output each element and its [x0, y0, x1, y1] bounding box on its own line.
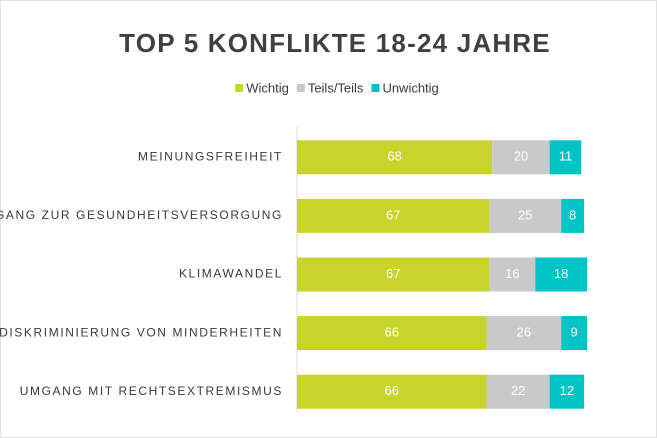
- bar-segment: [535, 257, 587, 292]
- category-label: MEINUNGSFREIHEIT: [138, 149, 283, 163]
- bar-segment: [549, 140, 582, 175]
- legend-label: Wichtig: [246, 80, 289, 95]
- value-label: 11: [559, 149, 573, 164]
- category-label: ZUGANG ZUR GESUNDHEITSVERSORGUNG: [0, 208, 283, 222]
- legend-label: Teils/Teils: [308, 80, 364, 95]
- legend-swatch: [296, 84, 305, 92]
- bar-segment: [486, 374, 550, 409]
- bar-segment: [297, 140, 493, 175]
- legend-label: Unwichtig: [382, 80, 438, 95]
- value-label: 67: [386, 266, 400, 281]
- bar-segment: [561, 316, 587, 351]
- value-label: 68: [387, 149, 401, 164]
- bar-segment: [297, 198, 490, 233]
- value-label: 18: [554, 266, 568, 281]
- value-label: 26: [517, 325, 531, 340]
- bar-segment: [489, 257, 536, 292]
- value-label: 25: [518, 207, 532, 222]
- value-label: 66: [385, 383, 399, 398]
- bar-segment: [297, 257, 490, 292]
- category-label: UMGANG MIT RECHTSEXTREMISMUS: [20, 384, 283, 398]
- bar-segment: [561, 198, 585, 233]
- bar-segment: [297, 374, 487, 409]
- value-label: 8: [569, 207, 576, 222]
- bar-segment: [549, 374, 585, 409]
- value-label: 67: [386, 207, 400, 222]
- bar-segment: [486, 316, 562, 351]
- bar-segment: [297, 316, 487, 351]
- value-label: 22: [511, 383, 525, 398]
- category-label: KLIMAWANDEL: [179, 267, 283, 281]
- value-label: 20: [514, 149, 528, 164]
- category-label: DISKRIMINIERUNG VON MINDERHEITEN: [0, 325, 283, 339]
- legend: Wichtig Teils/Teils Unwichtig: [235, 80, 439, 95]
- chart-title: TOP 5 KONFLIKTE 18-24 JAHRE: [119, 28, 551, 58]
- bar-segment: [489, 198, 562, 233]
- legend-swatch: [371, 84, 380, 92]
- legend-swatch: [235, 84, 244, 92]
- value-label: 12: [560, 383, 574, 398]
- bar-segment: [492, 140, 550, 175]
- value-label: 16: [505, 266, 519, 281]
- value-label: 9: [570, 325, 577, 340]
- value-label: 66: [385, 325, 399, 340]
